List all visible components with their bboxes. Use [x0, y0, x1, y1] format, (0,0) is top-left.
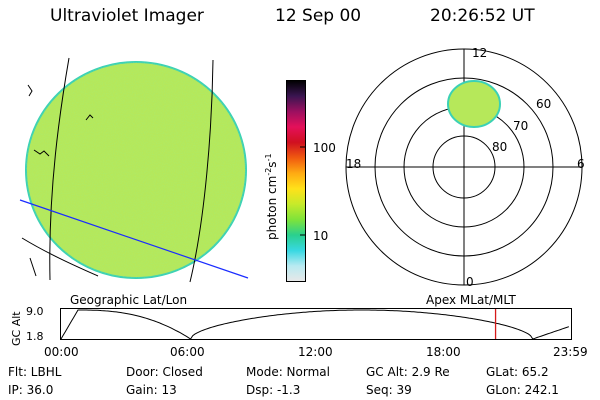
colorbar-label-10: 10: [313, 229, 329, 243]
status-dsp: Dsp: -1.3: [246, 383, 301, 397]
colorbar-units-main: photon cm: [265, 175, 279, 240]
alt-tick-1-8: 1.8: [26, 330, 44, 343]
polar-lat-70: 70: [513, 119, 529, 133]
alt-tick-9: 9.0: [26, 305, 44, 318]
earth-disk-texture: [26, 62, 246, 278]
time-tick-1800: 18:00: [426, 345, 461, 359]
status-glon: GLon: 242.1: [486, 383, 559, 397]
colorbar-units-exp1: -2: [264, 167, 273, 176]
gc-alt-axis-label: GC Alt: [10, 311, 23, 346]
status-seq: Seq: 39: [366, 383, 412, 397]
meridian-line-left: [49, 57, 70, 281]
apex-label: Apex MLat/MLT: [426, 293, 516, 307]
colorbar-units-s: s: [265, 161, 279, 168]
terminator-line: [19, 199, 249, 279]
coast-fragment-4: [29, 257, 37, 277]
coast-fragment-3: [85, 114, 94, 121]
coast-fragment-1: [27, 84, 33, 97]
polar-plot: [345, 48, 583, 286]
polar-mlt-18: 18: [346, 157, 362, 171]
time-tick-0000: 00:00: [44, 345, 79, 359]
status-flt: Flt: LBHL: [8, 365, 62, 379]
status-door: Door: Closed: [126, 365, 203, 379]
polar-mlt-0: 0: [466, 275, 474, 289]
polar-mlt-6: 6: [577, 157, 585, 171]
status-glat: GLat: 65.2: [486, 365, 549, 379]
date-label: 12 Sep 00: [275, 6, 362, 26]
altitude-curve: [60, 309, 570, 340]
latitude-line: [21, 237, 99, 277]
earth-image: [19, 57, 249, 283]
status-ip: IP: 36.0: [8, 383, 54, 397]
colorbar: [286, 80, 306, 282]
status-mode: Mode: Normal: [246, 365, 330, 379]
polar-aurora-patch: [447, 80, 501, 128]
polar-mlt-12: 12: [472, 46, 488, 60]
colorbar-units: photon cm-2s-1: [264, 153, 279, 240]
altitude-plot-frame: [60, 308, 572, 340]
polar-lat-60: 60: [536, 97, 552, 111]
geographic-label: Geographic Lat/Lon: [70, 293, 188, 307]
colorbar-label-100: 100: [313, 141, 336, 155]
time-tick-2359: 23:59: [553, 345, 588, 359]
colorbar-units-exp2: -1: [264, 153, 273, 162]
instrument-title: Ultraviolet Imager: [50, 6, 204, 26]
time-tick-0600: 06:00: [170, 345, 205, 359]
status-gain: Gain: 13: [126, 383, 177, 397]
time-tick-1200: 12:00: [298, 345, 333, 359]
altitude-plot: [60, 308, 572, 340]
coast-fragment-2: [33, 149, 50, 157]
polar-lat-80: 80: [492, 140, 508, 154]
status-gc-alt: GC Alt: 2.9 Re: [366, 365, 450, 379]
meridian-line-right: [189, 59, 214, 283]
time-label: 20:26:52 UT: [430, 6, 535, 26]
